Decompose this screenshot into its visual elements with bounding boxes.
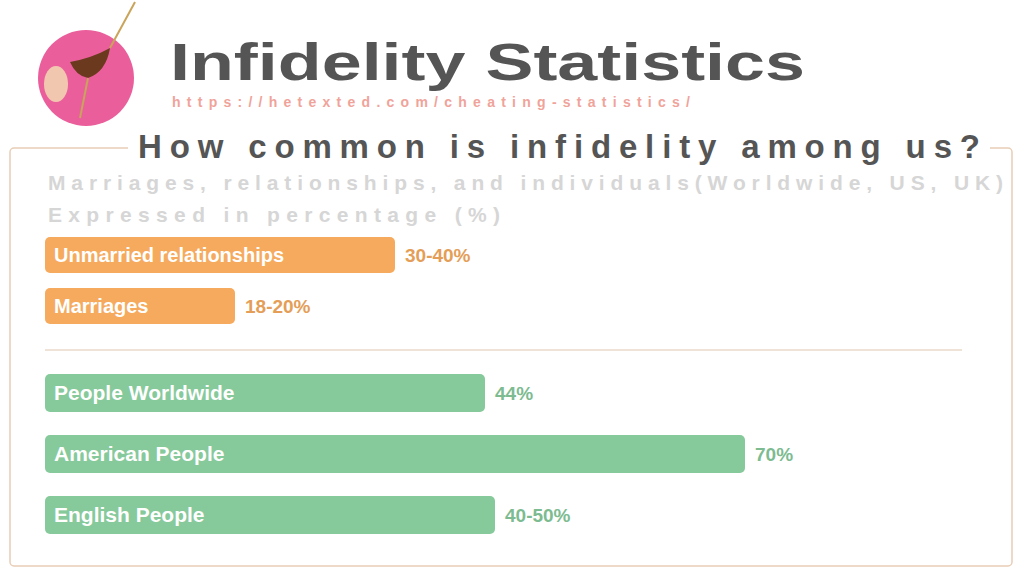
bar bbox=[45, 435, 745, 473]
caption: Marriages, relationships, and individual… bbox=[48, 171, 1003, 194]
value-label: 40-50% bbox=[505, 505, 571, 526]
title: Infidelity Statistics bbox=[170, 33, 805, 91]
bar bbox=[45, 496, 495, 534]
group-separator bbox=[45, 349, 962, 351]
category-label: People Worldwide bbox=[54, 381, 234, 404]
bar bbox=[45, 237, 395, 273]
bars bbox=[45, 237, 745, 534]
frame bbox=[10, 148, 1012, 566]
logo-glass bbox=[70, 48, 110, 78]
value-label: 44% bbox=[495, 383, 533, 404]
value-label: 30-40% bbox=[405, 245, 471, 266]
subtitle: How common is infidelity among us? bbox=[138, 128, 980, 165]
logo-stem bbox=[80, 78, 88, 118]
category-label: American People bbox=[54, 442, 224, 465]
category-label: Unmarried relationships bbox=[54, 244, 284, 266]
caption: Expressed in percentage (%) bbox=[48, 203, 500, 226]
value-label: 18-20% bbox=[245, 296, 311, 317]
bar bbox=[45, 288, 235, 324]
category-label: Marriages bbox=[54, 295, 149, 317]
bar bbox=[45, 374, 485, 412]
logo-straw bbox=[110, 2, 135, 48]
chart: Infidelity Statistics https://hetexted.co… bbox=[0, 0, 1024, 572]
logo-hand bbox=[44, 66, 68, 102]
labels: Unmarried relationships 30-40% Marriages 18… bbox=[54, 244, 793, 526]
source-url: https://hetexted.com/cheating-statistics… bbox=[172, 94, 690, 110]
subtitle-backdrop bbox=[128, 128, 990, 164]
value-label: 70% bbox=[755, 444, 793, 465]
logo bbox=[38, 30, 134, 126]
category-label: English People bbox=[54, 503, 205, 526]
